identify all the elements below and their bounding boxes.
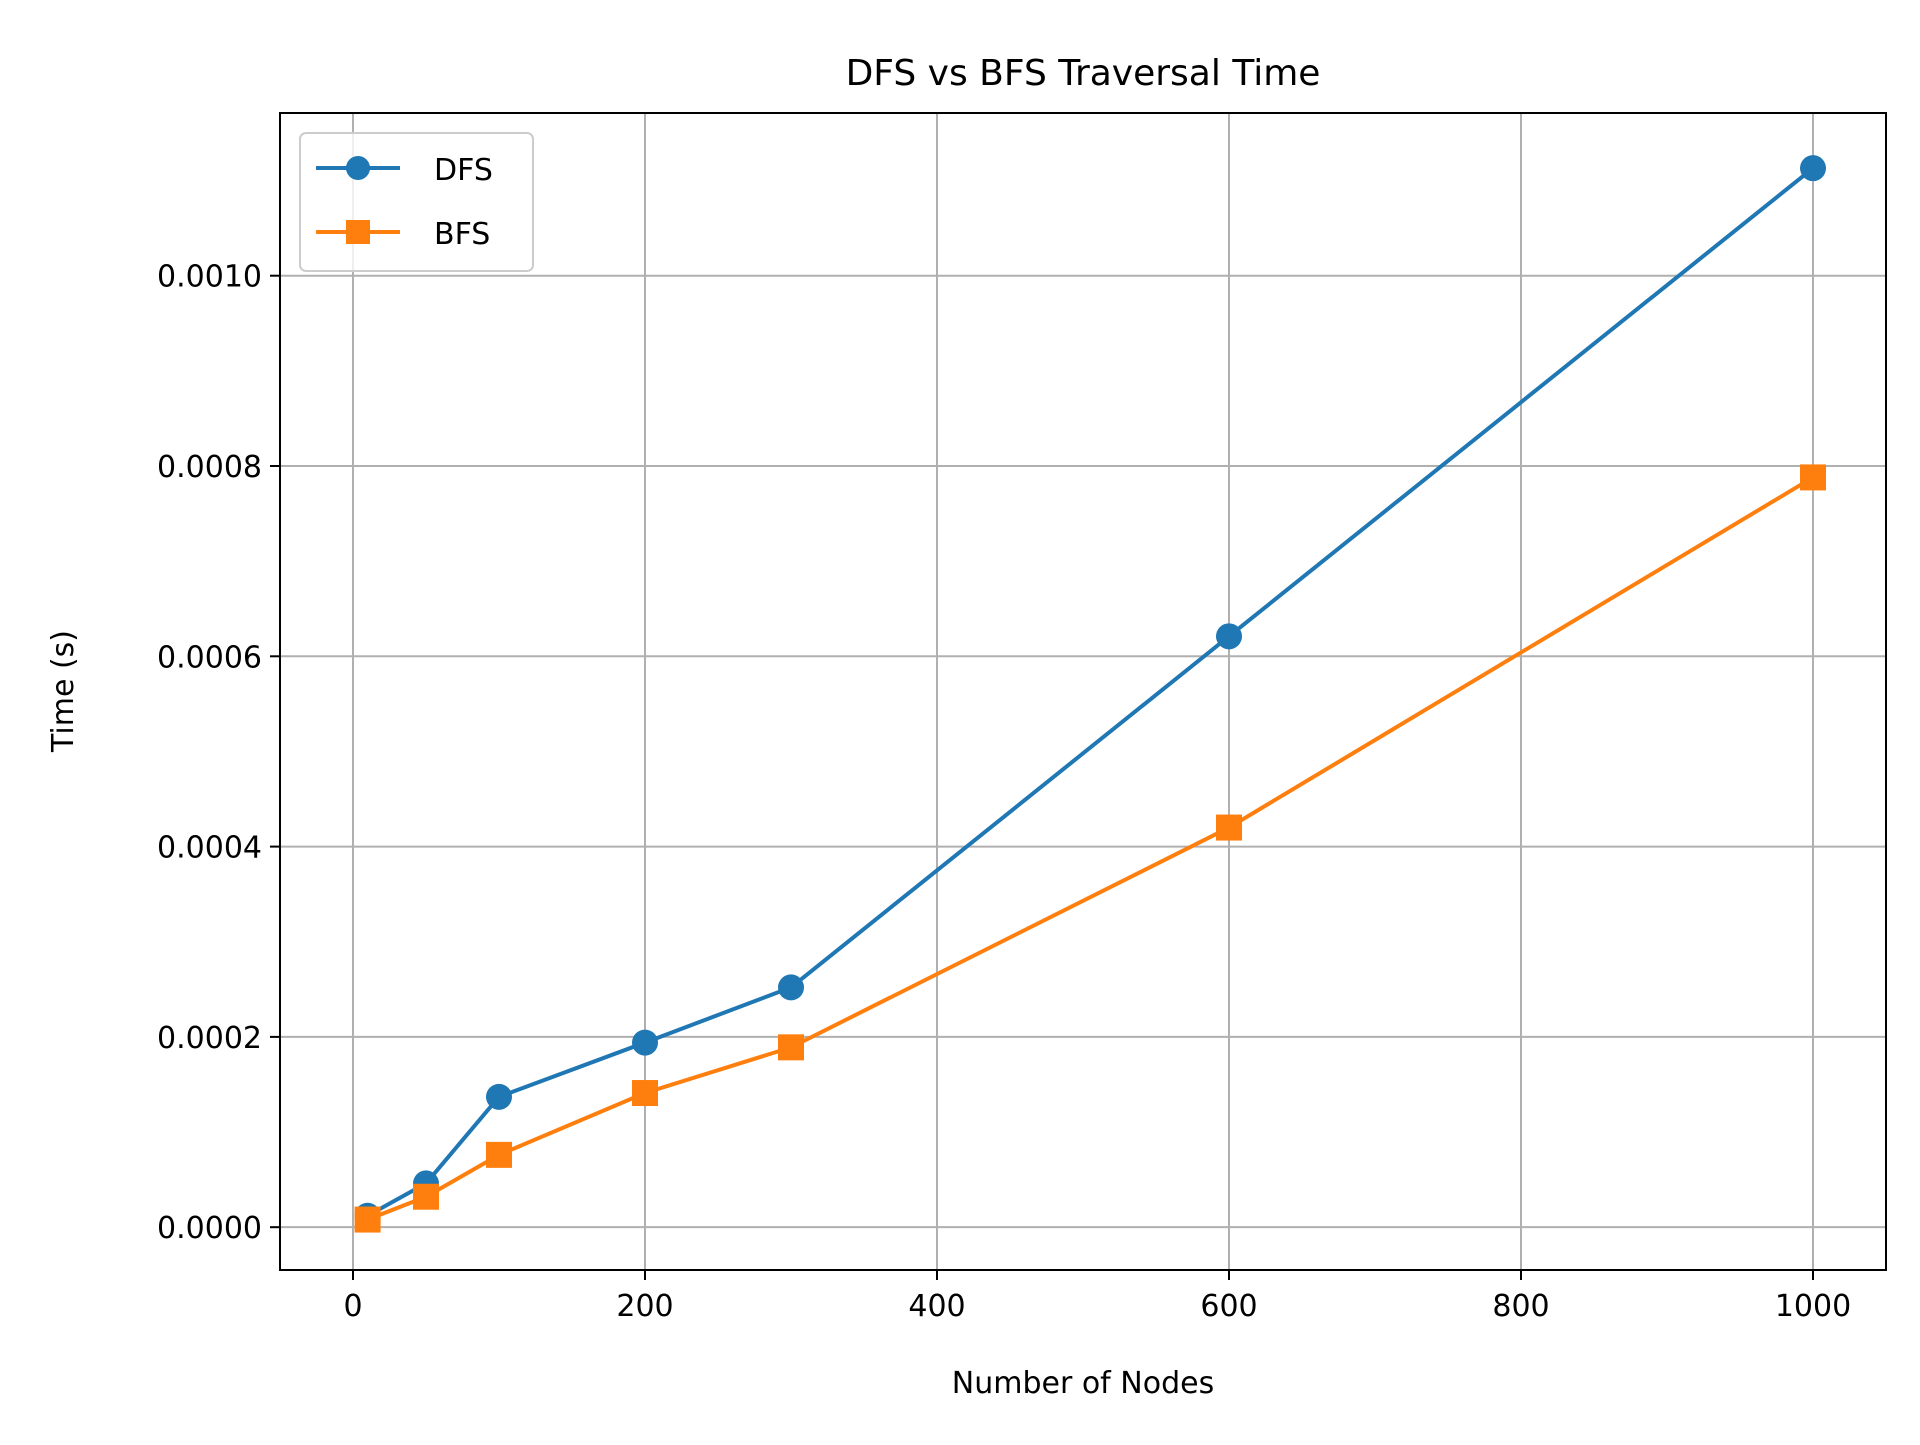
y-tick-label: 0.0010 bbox=[157, 260, 262, 295]
y-tick-label: 0.0002 bbox=[157, 1021, 262, 1056]
bfs-point bbox=[1800, 464, 1826, 491]
legend-box bbox=[299, 132, 534, 272]
y-tick-label: 0.0008 bbox=[157, 450, 262, 485]
y-tick-label: 0.0000 bbox=[157, 1211, 262, 1246]
legend-bfs-label: BFS bbox=[434, 217, 490, 252]
x-tick-label: 600 bbox=[1200, 1289, 1257, 1324]
x-tick-label: 0 bbox=[343, 1289, 362, 1324]
plot-series bbox=[354, 155, 1826, 1233]
y-axis-label: Time (s) bbox=[46, 630, 81, 753]
x-tick-label: 1000 bbox=[1775, 1289, 1851, 1324]
bfs-point bbox=[778, 1034, 804, 1061]
legend: DFS BFS bbox=[299, 132, 534, 272]
x-tick-label: 400 bbox=[908, 1289, 965, 1324]
dfs-point bbox=[632, 1029, 658, 1056]
y-tick-label: 0.0006 bbox=[157, 640, 262, 675]
legend-bfs-marker bbox=[346, 220, 370, 244]
bfs-point bbox=[1216, 814, 1242, 841]
dfs-point bbox=[778, 974, 804, 1001]
bfs-point bbox=[632, 1080, 658, 1107]
y-tick-label: 0.0004 bbox=[157, 831, 262, 866]
legend-dfs-label: DFS bbox=[434, 153, 493, 188]
bfs-point bbox=[486, 1141, 512, 1168]
x-tick-label: 200 bbox=[616, 1289, 673, 1324]
legend-dfs-marker bbox=[346, 156, 370, 180]
grid bbox=[280, 113, 1886, 1270]
dfs-point bbox=[1800, 155, 1826, 182]
bfs-point bbox=[413, 1183, 439, 1210]
chart-title: DFS vs BFS Traversal Time bbox=[846, 53, 1321, 94]
dfs-point bbox=[486, 1083, 512, 1110]
x-axis-label: Number of Nodes bbox=[952, 1366, 1214, 1401]
axis-ticks: 0 200 400 600 800 1000 0.0000 0.0002 0.0004 0.000… bbox=[157, 260, 1851, 1324]
dfs-point bbox=[1216, 623, 1242, 650]
bfs-point bbox=[354, 1206, 381, 1233]
axes-frame bbox=[279, 112, 1887, 1271]
x-tick-label: 800 bbox=[1492, 1289, 1549, 1324]
